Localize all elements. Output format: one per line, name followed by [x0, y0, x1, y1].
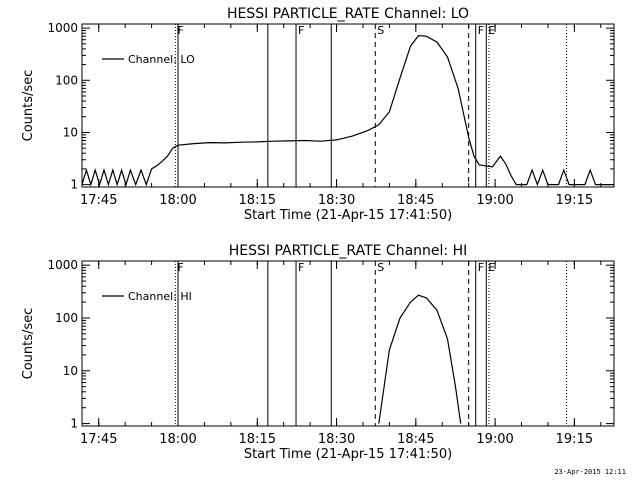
y-tick-label: 10 — [63, 125, 78, 139]
annotation-label: E — [488, 261, 495, 274]
annotation-label: S — [377, 24, 384, 37]
x-tick-label: 18:30 — [318, 193, 355, 208]
chart-title: HESSI PARTICLE_RATE Channel: HI — [229, 243, 467, 259]
annotation-label: F — [478, 24, 484, 37]
x-tick-label: 18:00 — [159, 432, 196, 447]
x-tick-label: 18:30 — [318, 432, 355, 447]
y-tick-label: 100 — [55, 311, 78, 325]
annotation-label: F — [298, 261, 304, 274]
x-axis-label: Start Time (21-Apr-15 17:41:50) — [244, 447, 452, 462]
x-tick-label: 17:45 — [80, 193, 117, 208]
series-line — [81, 34, 614, 187]
legend-label: Channel: HI — [128, 290, 192, 303]
plot-timestamp: 23-Apr-2015 12:11 — [554, 468, 626, 476]
annotation-label: S — [377, 261, 384, 274]
y-axis-label: Counts/sec — [21, 308, 36, 380]
x-tick-label: 18:45 — [397, 193, 434, 208]
series-line — [378, 294, 462, 424]
annotation-label: F — [177, 24, 183, 37]
x-tick-label: 17:45 — [80, 432, 117, 447]
y-tick-label: 1000 — [47, 21, 78, 35]
annotation-label: F — [478, 261, 484, 274]
y-tick-label: 1 — [70, 178, 78, 192]
x-tick-label: 18:45 — [397, 432, 434, 447]
y-tick-label: 10 — [63, 364, 78, 378]
annotation-label: F — [298, 24, 304, 37]
x-axis-label: Start Time (21-Apr-15 17:41:50) — [244, 208, 452, 223]
annotation-label: F — [177, 261, 183, 274]
legend-label: Channel: LO — [128, 53, 195, 66]
y-axis-label: Counts/sec — [21, 70, 36, 142]
chart-title: HESSI PARTICLE_RATE Channel: LO — [227, 6, 469, 22]
annotation-label: E — [488, 24, 495, 37]
plot-frame — [81, 23, 615, 188]
x-tick-label: 18:15 — [239, 432, 276, 447]
x-tick-label: 18:15 — [239, 193, 276, 208]
y-tick-label: 1 — [70, 417, 78, 431]
x-tick-label: 19:15 — [556, 432, 593, 447]
y-tick-label: 100 — [55, 73, 78, 87]
x-tick-label: 19:15 — [556, 193, 593, 208]
y-tick-label: 1000 — [47, 258, 78, 272]
plot-frame — [81, 260, 615, 427]
x-tick-label: 18:00 — [159, 193, 196, 208]
x-tick-label: 19:00 — [476, 432, 513, 447]
x-tick-label: 19:00 — [476, 193, 513, 208]
